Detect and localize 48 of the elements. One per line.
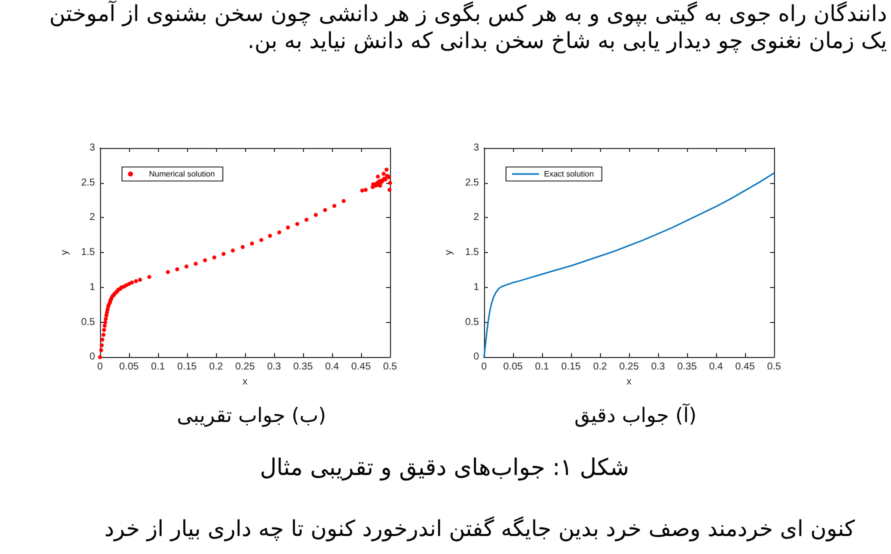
x-tick-label: 0.2 (593, 362, 608, 373)
y-tick-label: 2.5 (81, 177, 96, 188)
y-tick-label: 1.5 (465, 247, 480, 258)
x-tick-label: 0.35 (677, 362, 698, 373)
x-axis-title: x (626, 376, 632, 388)
y-tick-label: 0 (473, 352, 480, 363)
y-tick-label: 3 (89, 142, 96, 154)
x-tick-label: 0.05 (503, 362, 524, 373)
y-tick-label: 2 (473, 212, 480, 224)
y-tick-label: 2.5 (465, 177, 480, 188)
x-tick-label: 0.1 (535, 362, 550, 373)
x-tick-label: 0.5 (383, 362, 398, 373)
x-tick-label: 0.15 (561, 362, 582, 373)
legend-label: Exact solution (544, 170, 594, 178)
y-tick-label: 1 (473, 282, 480, 293)
x-tick-label: 0.4 (709, 362, 724, 373)
y-tick-label: 1 (89, 282, 96, 293)
legend-label: Numerical solution (149, 170, 215, 178)
x-tick-label: 0.2 (209, 362, 224, 373)
y-tick-label: 0.5 (81, 316, 96, 328)
x-axis-title: x (242, 376, 248, 388)
text: یک زمان نغنوی چو دیدار یابی به شاخ سخن بدانی که دانش نیاید به بن. (246, 28, 887, 55)
y-axis-title: y (444, 250, 455, 256)
y-tick-label: 3 (473, 142, 480, 154)
x-tick-label: 0.3 (651, 362, 666, 373)
text: کنون ای خردمند وصف خرد بدین جایگه گفتن اندرخورد کنون تا چه داری بیار از خرد (103, 515, 856, 544)
x-tick-label: 0.25 (619, 362, 640, 373)
x-tick-label: 0.3 (267, 362, 282, 373)
y-tick-label: 1.5 (81, 247, 96, 258)
x-tick-label: 0.4 (325, 362, 340, 373)
x-tick-label: 0 (481, 362, 488, 373)
x-tick-label: 0.5 (767, 362, 782, 373)
y-axis-title: y (60, 250, 71, 256)
x-tick-label: 0.25 (235, 362, 256, 373)
text: (ب) جواب تقریبی (176, 402, 328, 428)
x-tick-label: 0.35 (293, 362, 314, 373)
y-tick-label: 0.5 (465, 316, 480, 328)
text: شکل ۱: جواب‌های دقیق و تقریبی مثال (258, 454, 630, 483)
x-tick-label: 0.15 (177, 362, 198, 373)
text: (آ) جواب دقیق (573, 402, 698, 428)
x-tick-label: 0.45 (351, 362, 372, 373)
x-tick-label: 0 (97, 362, 104, 373)
text: دانندگان راه جوی به گیتی بپوی و به هر کس بگوی ز هر دانشی چون سخن بشنوی از آموختن (48, 1, 887, 28)
y-tick-label: 2 (89, 212, 96, 224)
x-tick-label: 0.05 (119, 362, 140, 373)
x-tick-label: 0.1 (151, 362, 166, 373)
x-tick-label: 0.45 (735, 362, 756, 373)
y-tick-label: 0 (89, 352, 96, 363)
